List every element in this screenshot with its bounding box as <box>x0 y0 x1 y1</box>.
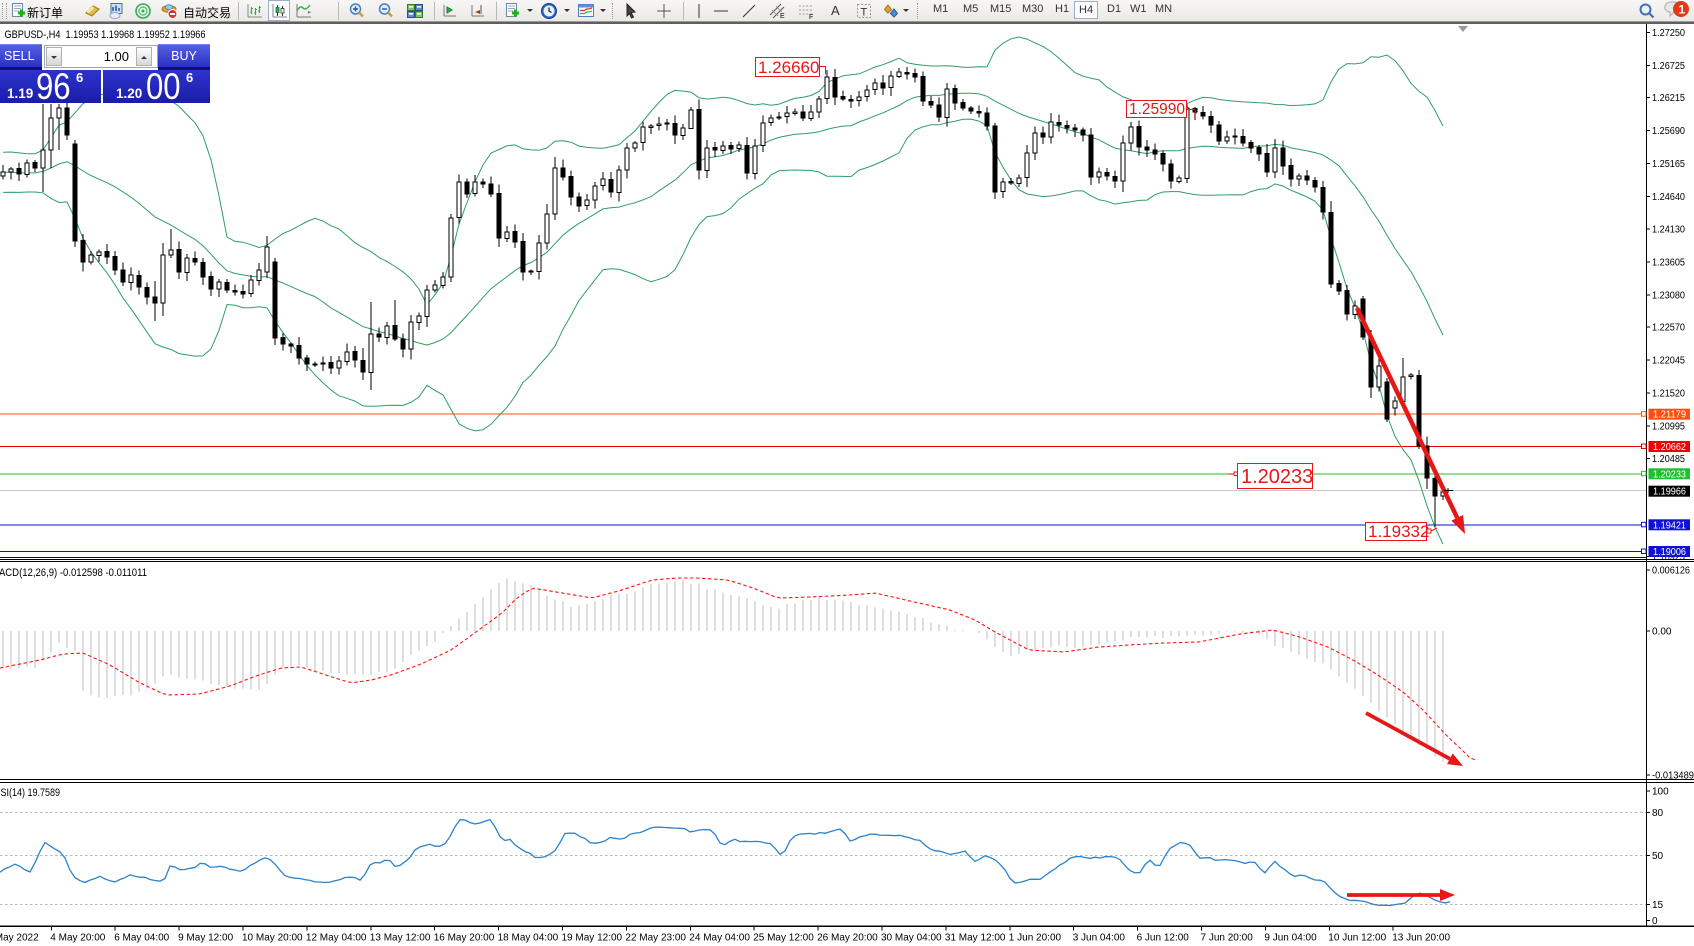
svg-text:24 May 04:00: 24 May 04:00 <box>689 933 750 944</box>
svg-text:18 May 04:00: 18 May 04:00 <box>498 933 559 944</box>
svg-text:12 May 04:00: 12 May 04:00 <box>306 933 367 944</box>
svg-text:1.22045: 1.22045 <box>1652 356 1685 367</box>
svg-text:13 Jun 20:00: 13 Jun 20:00 <box>1392 933 1450 944</box>
svg-text:1.21520: 1.21520 <box>1652 389 1685 400</box>
svg-text:1.25990: 1.25990 <box>1129 101 1185 118</box>
svg-text:1.21179: 1.21179 <box>1653 410 1686 421</box>
svg-text:1.25690: 1.25690 <box>1652 126 1685 137</box>
svg-text:1.18925: 1.18925 <box>1652 552 1685 563</box>
svg-text:50: 50 <box>1652 851 1664 862</box>
svg-text:10 May 20:00: 10 May 20:00 <box>242 933 303 944</box>
svg-text:1.23605: 1.23605 <box>1652 257 1685 268</box>
svg-text:30 May 04:00: 30 May 04:00 <box>881 933 942 944</box>
svg-text:9 May 12:00: 9 May 12:00 <box>178 933 233 944</box>
svg-text:13 May 12:00: 13 May 12:00 <box>370 933 431 944</box>
svg-text:0.00: 0.00 <box>1652 627 1672 638</box>
svg-text:RSI(14) 19.7589: RSI(14) 19.7589 <box>0 787 60 799</box>
svg-text:0: 0 <box>1652 916 1658 927</box>
svg-text:GBPUSD-,H4 1.19953 1.19968 1.: GBPUSD-,H4 1.19953 1.19968 1.19952 1.199… <box>5 29 206 41</box>
svg-text:22 May 23:00: 22 May 23:00 <box>625 933 686 944</box>
svg-text:6 Jun 12:00: 6 Jun 12:00 <box>1137 933 1190 944</box>
svg-text:3 May 2022: 3 May 2022 <box>0 933 39 944</box>
svg-text:1.26725: 1.26725 <box>1652 61 1685 72</box>
svg-text:1.19966: 1.19966 <box>1653 487 1686 498</box>
svg-text:1.20995: 1.20995 <box>1652 422 1685 433</box>
svg-text:1.20485: 1.20485 <box>1652 454 1685 465</box>
svg-text:1 Jun 20:00: 1 Jun 20:00 <box>1009 933 1062 944</box>
svg-text:1.20662: 1.20662 <box>1653 442 1686 453</box>
svg-text:1.20233: 1.20233 <box>1653 469 1686 480</box>
svg-text:1.24130: 1.24130 <box>1652 224 1685 235</box>
svg-text:T: T <box>861 7 868 19</box>
svg-text:4 May 20:00: 4 May 20:00 <box>50 933 105 944</box>
svg-text:1.24640: 1.24640 <box>1652 192 1685 203</box>
svg-text:1.26215: 1.26215 <box>1652 93 1685 104</box>
svg-text:0.006126: 0.006126 <box>1652 566 1690 577</box>
svg-text:31 May 12:00: 31 May 12:00 <box>945 933 1006 944</box>
svg-text:1.20233: 1.20233 <box>1241 466 1313 488</box>
svg-text:80: 80 <box>1652 808 1664 819</box>
svg-text:1.23080: 1.23080 <box>1652 290 1685 301</box>
svg-text:9 Jun 04:00: 9 Jun 04:00 <box>1264 933 1317 944</box>
svg-text:6 May 04:00: 6 May 04:00 <box>114 933 169 944</box>
svg-text:25 May 12:00: 25 May 12:00 <box>753 933 814 944</box>
svg-text:1: 1 <box>1679 3 1686 17</box>
svg-text:26 May 20:00: 26 May 20:00 <box>817 933 878 944</box>
svg-text:100: 100 <box>1652 787 1669 798</box>
svg-text:1.19332: 1.19332 <box>1368 522 1429 541</box>
svg-text:16 May 20:00: 16 May 20:00 <box>434 933 495 944</box>
svg-text:1.25165: 1.25165 <box>1652 159 1685 170</box>
svg-text:1.19421: 1.19421 <box>1653 520 1686 531</box>
svg-text:10 Jun 12:00: 10 Jun 12:00 <box>1328 933 1386 944</box>
svg-text:7 Jun 20:00: 7 Jun 20:00 <box>1201 933 1254 944</box>
svg-text:F: F <box>809 14 813 20</box>
svg-text:1.22570: 1.22570 <box>1652 323 1685 334</box>
svg-text:3 Jun 04:00: 3 Jun 04:00 <box>1073 933 1126 944</box>
svg-text:1.19006: 1.19006 <box>1653 547 1686 558</box>
svg-text:-0.013489: -0.013489 <box>1652 771 1694 782</box>
svg-text:1.26660: 1.26660 <box>758 58 819 77</box>
svg-text:MACD(12,26,9) -0.012598 -0.011: MACD(12,26,9) -0.012598 -0.011011 <box>0 567 147 579</box>
svg-text:19 May 12:00: 19 May 12:00 <box>562 933 623 944</box>
svg-text:15: 15 <box>1652 900 1664 911</box>
svg-text:1.27250: 1.27250 <box>1652 28 1685 39</box>
svg-text:E: E <box>780 13 785 20</box>
